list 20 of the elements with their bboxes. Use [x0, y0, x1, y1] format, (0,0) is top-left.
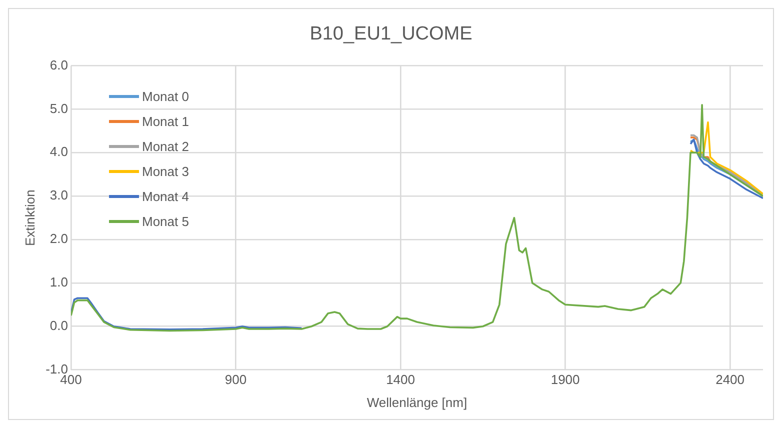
x-tick-label: 2400: [716, 372, 745, 388]
y-tick-label: 4.0: [50, 144, 68, 160]
y-tick-label: 1.0: [50, 274, 68, 290]
x-axis-title: Wellenlänge [nm]: [366, 394, 468, 410]
y-tick-label: 3.0: [50, 188, 68, 203]
x-tick-label: 900: [224, 372, 247, 388]
legend-label: Monat 5: [142, 214, 189, 229]
y-tick-label: 6.0: [50, 57, 68, 72]
y-tick-label: 5.0: [50, 100, 68, 116]
legend-label: Monat 4: [142, 189, 189, 204]
chart-title: B10_EU1_UCOME: [310, 24, 472, 45]
legend-label: Monat 1: [142, 114, 189, 129]
y-tick-label: 0.0: [50, 318, 68, 333]
x-tick-label: 1400: [386, 372, 415, 388]
legend-label: Monat 0: [142, 89, 189, 104]
x-tick-label: 1900: [550, 372, 580, 388]
y-axis-title: Extinktion: [22, 190, 38, 246]
y-tick-label: 2.0: [50, 231, 68, 246]
legend-label: Monat 3: [142, 164, 189, 179]
legend-label: Monat 2: [142, 139, 189, 154]
